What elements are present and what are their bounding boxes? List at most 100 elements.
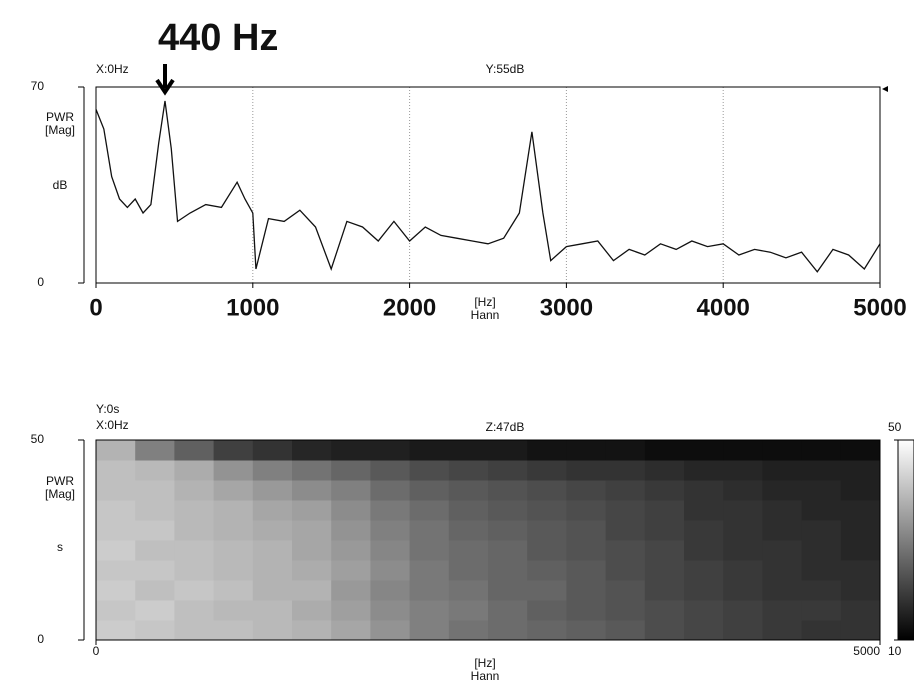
heat-cell [96, 460, 136, 481]
heat-cell [96, 520, 136, 541]
colorbar-label: 10 [888, 644, 902, 658]
heat-cell [762, 460, 803, 481]
heat-cell [840, 540, 881, 561]
heat-cell [488, 480, 528, 501]
heat-cell [527, 480, 567, 501]
heat-cell [174, 460, 215, 481]
heat-cell [331, 600, 371, 621]
heat-cell [762, 560, 803, 581]
heat-cell [370, 440, 411, 461]
heat-cell [448, 540, 489, 561]
window: Hann [471, 308, 500, 322]
heat-cell [370, 520, 411, 541]
heat-cell [96, 560, 136, 581]
heat-cell [801, 600, 842, 621]
heat-cell [213, 520, 254, 541]
heat-cell [213, 620, 254, 641]
y-label: PWR [46, 110, 74, 124]
heat-cell [331, 620, 371, 641]
heat-cell [370, 540, 411, 561]
heat-cell [488, 520, 528, 541]
heat-cell [801, 440, 842, 461]
x-tick-label: 4000 [697, 294, 750, 321]
heat-cell [762, 440, 803, 461]
heat-cell [96, 540, 136, 561]
heat-cell [292, 600, 332, 621]
heat-cell [762, 540, 803, 561]
y-label-unit: [Mag] [45, 487, 75, 501]
heat-cell [448, 500, 489, 521]
x-tick-label: 0 [89, 294, 102, 321]
heat-cell [174, 620, 215, 641]
heat-cell [213, 560, 254, 581]
cursor-x: X:0Hz [96, 418, 129, 432]
heat-cell [252, 460, 293, 481]
colorbar [897, 439, 914, 641]
heat-cell [566, 460, 607, 481]
heat-cell [174, 540, 215, 561]
heat-cell [174, 580, 215, 601]
heat-cell [331, 560, 371, 581]
heat-cell [409, 460, 450, 481]
heat-cell [762, 600, 803, 621]
cursor-y: Y:55dB [486, 62, 525, 76]
heat-cell [566, 480, 607, 501]
heat-cell [292, 540, 332, 561]
heat-cell [488, 600, 528, 621]
heat-cell [488, 440, 528, 461]
heat-cell [684, 440, 724, 461]
heat-cell [252, 480, 293, 501]
heat-cell [840, 580, 881, 601]
heat-cell [488, 620, 528, 641]
heat-cell [644, 600, 685, 621]
heat-cell [135, 600, 175, 621]
heat-cell [331, 440, 371, 461]
cursor-x: X:0Hz [96, 62, 129, 76]
heat-cell [135, 520, 175, 541]
heat-cell [644, 560, 685, 581]
heat-cell [527, 520, 567, 541]
cursor-y: Y:0s [96, 402, 119, 416]
heat-cell [723, 460, 763, 481]
heat-cell [96, 580, 136, 601]
heat-cell [174, 500, 215, 521]
heat-cell [605, 600, 646, 621]
y-tick-label: 50 [31, 432, 45, 446]
heat-cell [448, 560, 489, 581]
heat-cell [409, 580, 450, 601]
y-tick-label: 0 [37, 632, 44, 646]
heat-cell [174, 520, 215, 541]
heat-cell [527, 500, 567, 521]
heat-cell [762, 620, 803, 641]
heat-cell [213, 480, 254, 501]
heat-cell [292, 560, 332, 581]
heat-cell [684, 520, 724, 541]
heat-cell [684, 540, 724, 561]
heat-cell [370, 460, 411, 481]
heat-cell [370, 600, 411, 621]
heat-cell [605, 500, 646, 521]
heat-cell [213, 440, 254, 461]
y-tick-label: 0 [37, 275, 44, 289]
heat-cell [488, 580, 528, 601]
heat-cell [135, 440, 175, 461]
heat-cell [723, 440, 763, 461]
heat-cell [605, 440, 646, 461]
heat-cell [566, 440, 607, 461]
heat-cell [448, 480, 489, 501]
heat-cell [566, 600, 607, 621]
heat-cell [174, 480, 215, 501]
x-label: [Hz] [474, 656, 495, 670]
heat-cell [684, 480, 724, 501]
heat-cell [644, 480, 685, 501]
heat-cell [723, 500, 763, 521]
heat-cell [527, 600, 567, 621]
heat-cell [292, 520, 332, 541]
heat-cell [331, 500, 371, 521]
heat-cell [331, 480, 371, 501]
heat-cell [527, 580, 567, 601]
heat-cell [527, 560, 567, 581]
plot-frame [95, 86, 881, 284]
heat-cell [135, 500, 175, 521]
